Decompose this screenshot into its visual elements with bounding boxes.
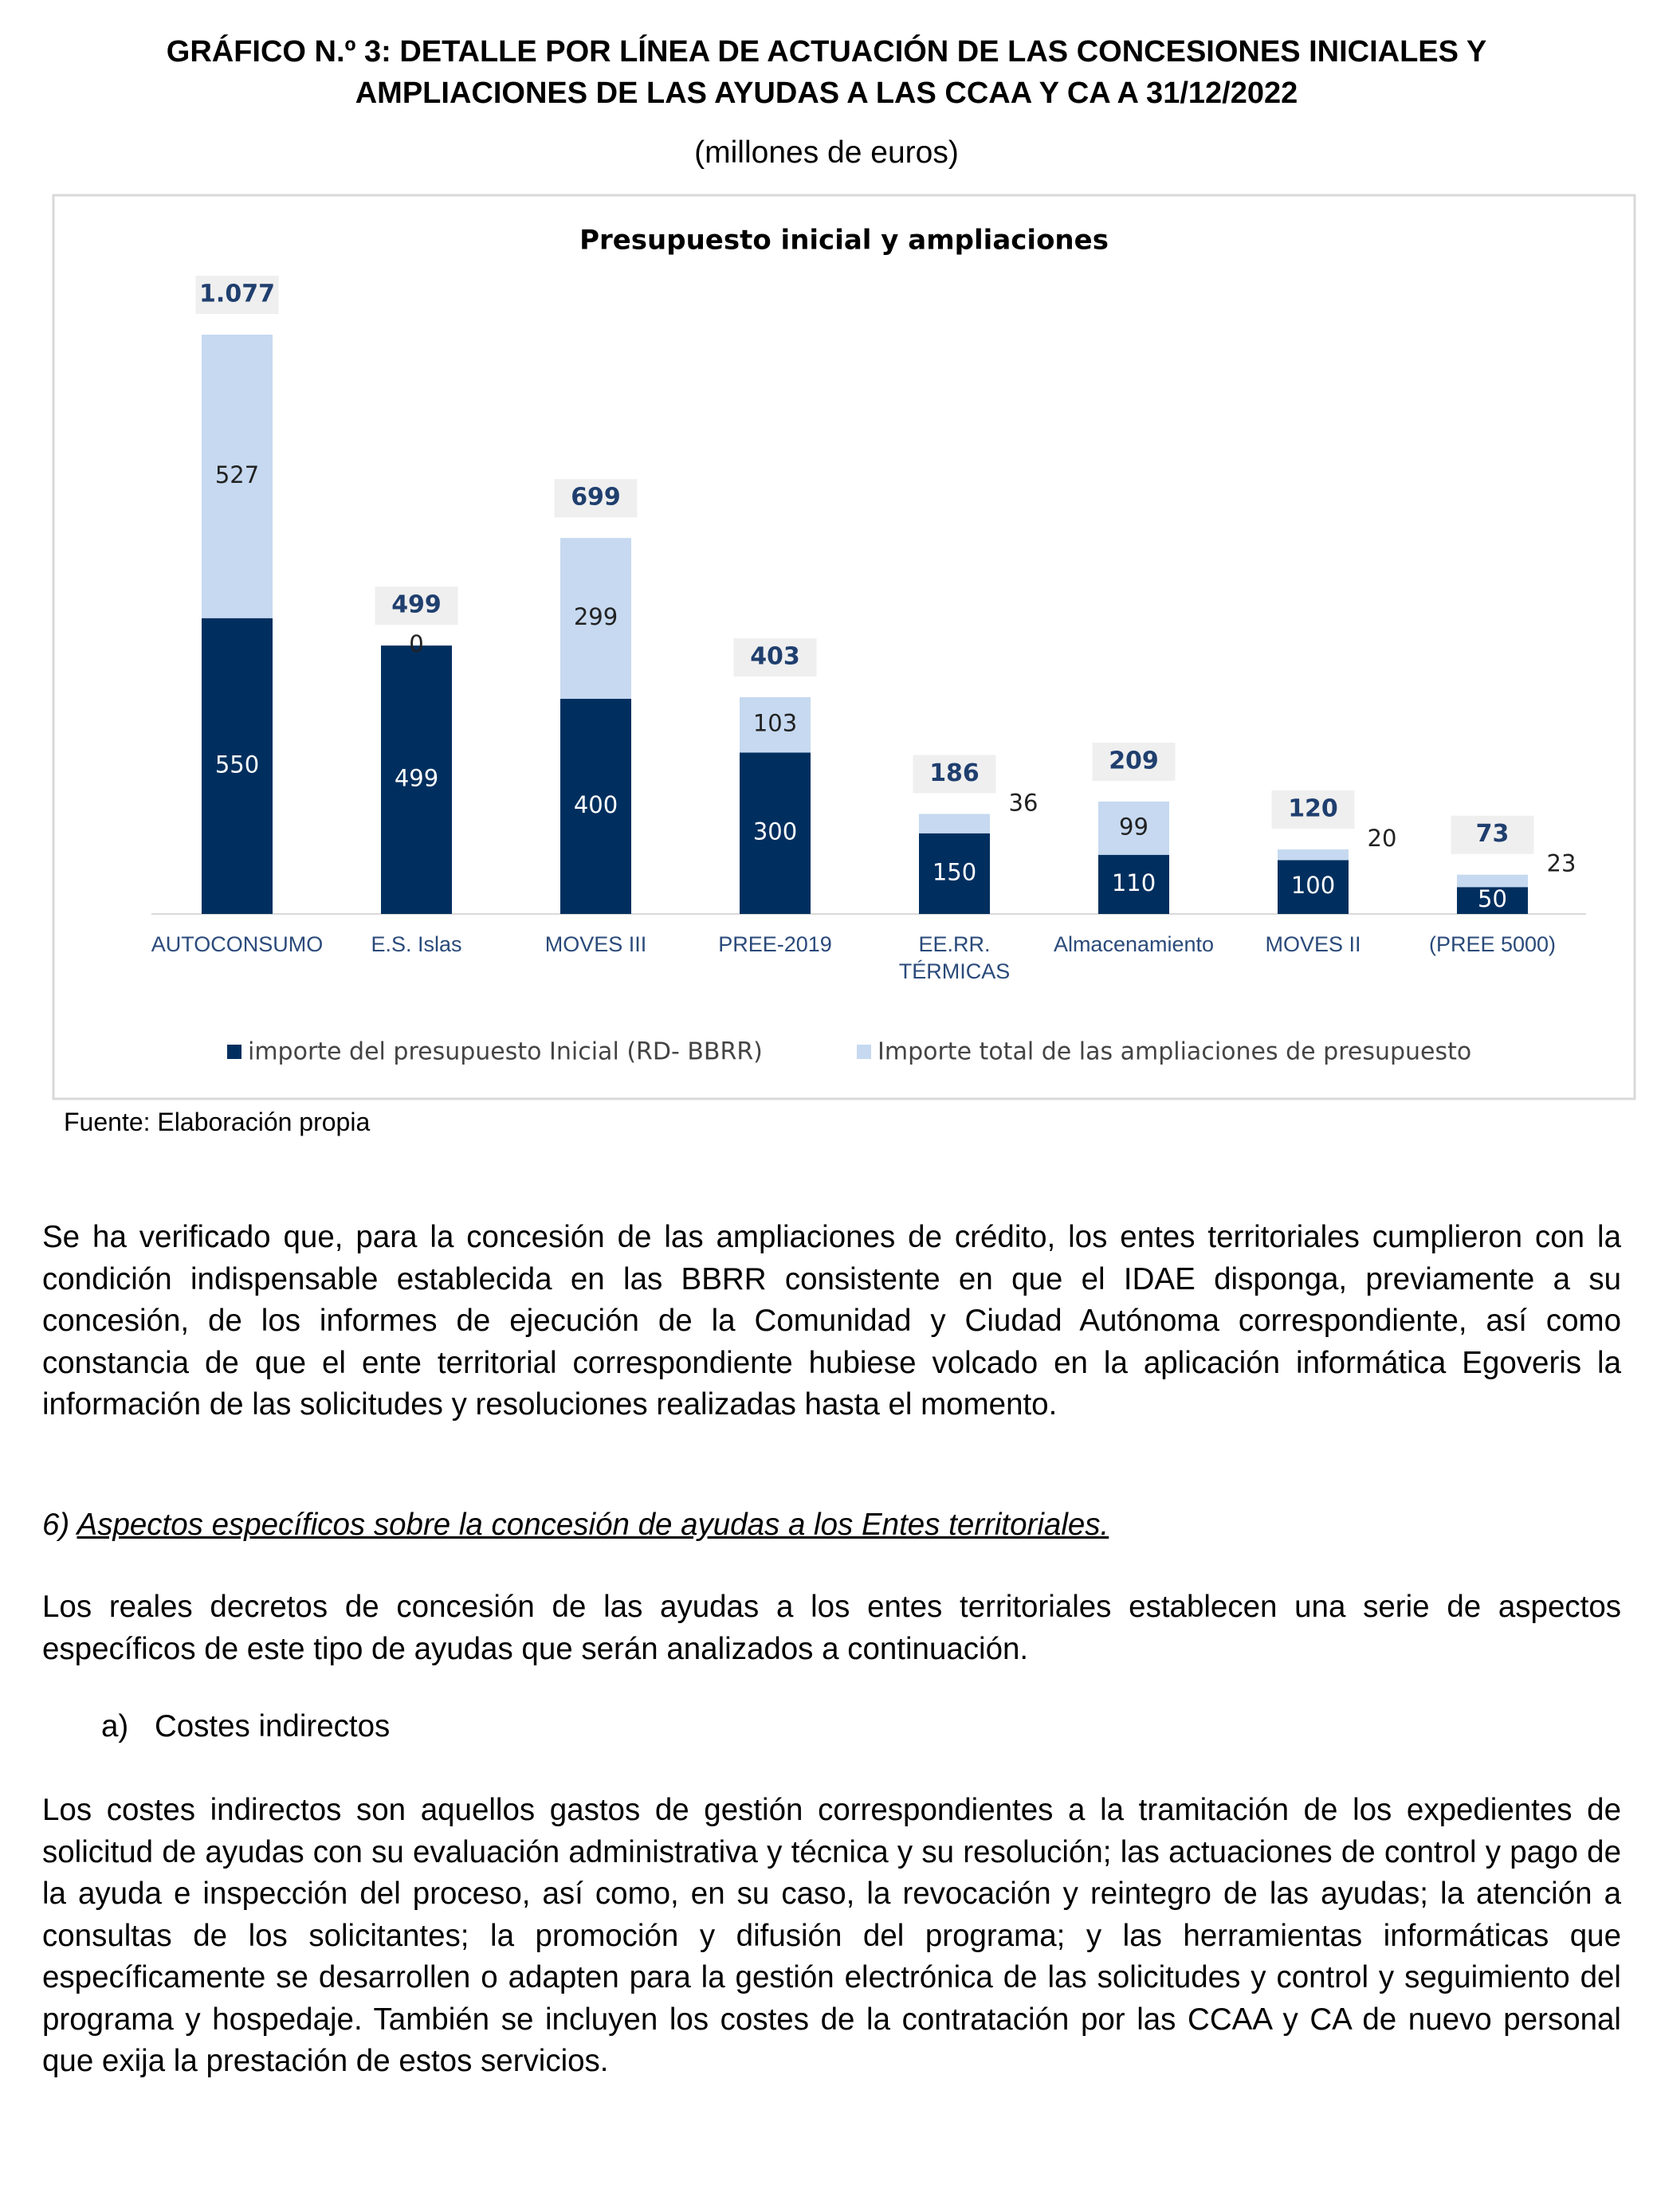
total-label: 186 xyxy=(929,759,980,787)
chart-frame xyxy=(52,194,1636,1100)
total-label-bg xyxy=(554,479,638,518)
section-text: Aspectos específicos sobre la concesión … xyxy=(77,1508,1109,1542)
value-label: 100 xyxy=(1291,872,1335,899)
value-label: 20 xyxy=(1368,825,1397,852)
list-text: Costes indirectos xyxy=(154,1709,391,1743)
total-label: 1.077 xyxy=(199,280,275,308)
total-label-bg xyxy=(1271,790,1355,829)
x-tick-label: AUTOCONSUMO xyxy=(151,932,324,956)
x-tick-label: MOVES III xyxy=(544,932,647,956)
x-tick-label: EE.RR. TÉRMICAS xyxy=(898,932,1011,983)
chart-title: Presupuesto inicial y ampliaciones xyxy=(579,225,1109,257)
total-label: 209 xyxy=(1109,747,1159,775)
bar-segment xyxy=(560,538,631,699)
bar-segment xyxy=(381,645,452,914)
bar-segment xyxy=(560,698,631,914)
bar-segment xyxy=(919,833,990,914)
value-label: 499 xyxy=(395,765,438,792)
header-subtitle: (millones de euros) xyxy=(694,135,959,170)
bar-segment xyxy=(1457,874,1528,888)
total-label: 403 xyxy=(750,642,800,670)
value-label: 300 xyxy=(753,818,797,845)
total-label: 699 xyxy=(571,484,621,512)
bar-segment xyxy=(919,814,990,833)
paragraph: Los costes indirectos son aquellos gasto… xyxy=(42,1793,1621,2078)
list-item: a) Costes indirectos xyxy=(101,1709,390,1744)
total-label-bg xyxy=(733,637,817,677)
value-label: 36 xyxy=(1009,789,1039,816)
bar-segment xyxy=(1098,854,1169,914)
value-label: 99 xyxy=(1119,813,1148,840)
legend-swatch xyxy=(227,1045,241,1059)
value-label: 23 xyxy=(1547,850,1576,877)
legend-swatch xyxy=(857,1045,871,1059)
x-tick-label: Almacenamiento xyxy=(1053,932,1215,956)
total-label-bg xyxy=(1092,742,1176,781)
total-label-bg xyxy=(375,586,458,626)
total-label: 73 xyxy=(1476,820,1510,848)
value-label: 50 xyxy=(1478,885,1507,912)
bar-segment xyxy=(740,696,811,753)
total-label-bg xyxy=(1451,815,1534,854)
value-label: 103 xyxy=(753,710,797,737)
bar-segment xyxy=(202,618,273,914)
x-tick-label: (PREE 5000) xyxy=(1428,932,1557,956)
total-label: 120 xyxy=(1288,794,1338,822)
value-label: 0 xyxy=(409,630,423,657)
value-label: 150 xyxy=(933,858,976,885)
value-label: 299 xyxy=(574,603,618,630)
x-tick-label: PREE-2019 xyxy=(718,932,832,956)
header-title: AMPLIACIONES DE LAS AYUDAS A LAS CCAA Y … xyxy=(355,76,1298,110)
value-label: 400 xyxy=(574,791,618,818)
total-label-bg xyxy=(195,276,279,314)
total-label: 499 xyxy=(391,591,442,619)
bar-segment xyxy=(1278,860,1349,914)
bar-segment xyxy=(740,752,811,914)
header-title: GRÁFICO N.º 3: DETALLE POR LÍNEA DE ACTU… xyxy=(166,35,1487,69)
section-heading: 6) Aspectos específicos sobre la concesi… xyxy=(42,1508,1109,1543)
x-tick-label: E.S. Islas xyxy=(371,932,462,956)
source: Fuente: Elaboración propia xyxy=(64,1108,371,1136)
bar-segment xyxy=(202,335,273,618)
bar-segment xyxy=(1457,887,1528,914)
total-label-bg xyxy=(913,755,996,794)
bar-segment xyxy=(1098,801,1169,855)
value-label: 527 xyxy=(215,461,259,488)
legend-label: importe del presupuesto Inicial (RD- BBR… xyxy=(248,1038,763,1066)
paragraph: Se ha verificado que, para la concesión … xyxy=(42,1220,1621,1422)
paragraph: Los reales decretos de concesión de las … xyxy=(42,1590,1621,1666)
value-label: 550 xyxy=(215,751,259,778)
x-tick-label: MOVES II xyxy=(1265,932,1361,956)
legend-label: Importe total de las ampliaciones de pre… xyxy=(878,1038,1471,1066)
section-number: 6) xyxy=(42,1508,70,1542)
bar-segment xyxy=(1278,849,1349,861)
list-marker: a) xyxy=(101,1709,129,1743)
chart: Presupuesto inicial y ampliaciones 550 52… xyxy=(52,194,1636,1100)
value-label: 110 xyxy=(1112,869,1156,896)
